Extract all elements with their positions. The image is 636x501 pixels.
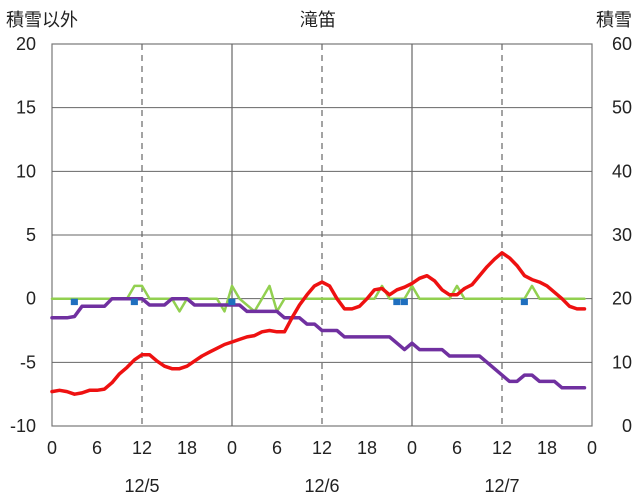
x-tick-label: 18 — [357, 438, 377, 458]
y-right-tick-label: 40 — [612, 161, 632, 181]
x-tick-label: 6 — [452, 438, 462, 458]
temperature-line — [50, 251, 587, 396]
x-tick-label: 6 — [272, 438, 282, 458]
y-right-tick-label: 50 — [612, 98, 632, 118]
y-right-tick-label: 60 — [612, 34, 632, 54]
x-tick-label: 0 — [407, 438, 417, 458]
x-date-label: 12/6 — [304, 476, 339, 496]
x-tick-label: 12 — [492, 438, 512, 458]
y-left-tick-label: -10 — [10, 416, 36, 436]
right-axis-title: 積雪 — [596, 10, 632, 30]
x-tick-label: 0 — [587, 438, 597, 458]
x-tick-label: 18 — [177, 438, 197, 458]
y-left-tick-label: 15 — [16, 98, 36, 118]
x-tick-label: 12 — [132, 438, 152, 458]
y-left-tick-label: 10 — [16, 161, 36, 181]
chart-title: 滝笛 — [300, 10, 336, 30]
x-date-label: 12/7 — [484, 476, 519, 496]
x-tick-label: 0 — [47, 438, 57, 458]
precip-bar — [520, 298, 528, 306]
x-tick-label: 12 — [312, 438, 332, 458]
x-tick-label: 6 — [92, 438, 102, 458]
y-right-tick-label: 10 — [612, 352, 632, 372]
y-right-tick-label: 30 — [612, 225, 632, 245]
x-tick-label: 18 — [537, 438, 557, 458]
y-right-tick-label: 20 — [612, 289, 632, 309]
precip-bar — [400, 298, 408, 306]
precip-bar — [228, 298, 236, 306]
precip-bar — [393, 298, 401, 306]
green_series-line — [50, 284, 586, 313]
y-right-tick-label: 0 — [622, 416, 632, 436]
x-tick-label: 0 — [227, 438, 237, 458]
x-date-label: 12/5 — [124, 476, 159, 496]
y-left-tick-label: 5 — [26, 225, 36, 245]
y-left-tick-label: 20 — [16, 34, 36, 54]
left-axis-title: 積雪以外 — [6, 10, 78, 30]
precip-bar — [130, 298, 138, 306]
y-left-tick-label: -5 — [20, 352, 36, 372]
purple_series-line — [50, 296, 587, 390]
y-left-tick-label: 0 — [26, 289, 36, 309]
precip-bar — [70, 298, 78, 306]
